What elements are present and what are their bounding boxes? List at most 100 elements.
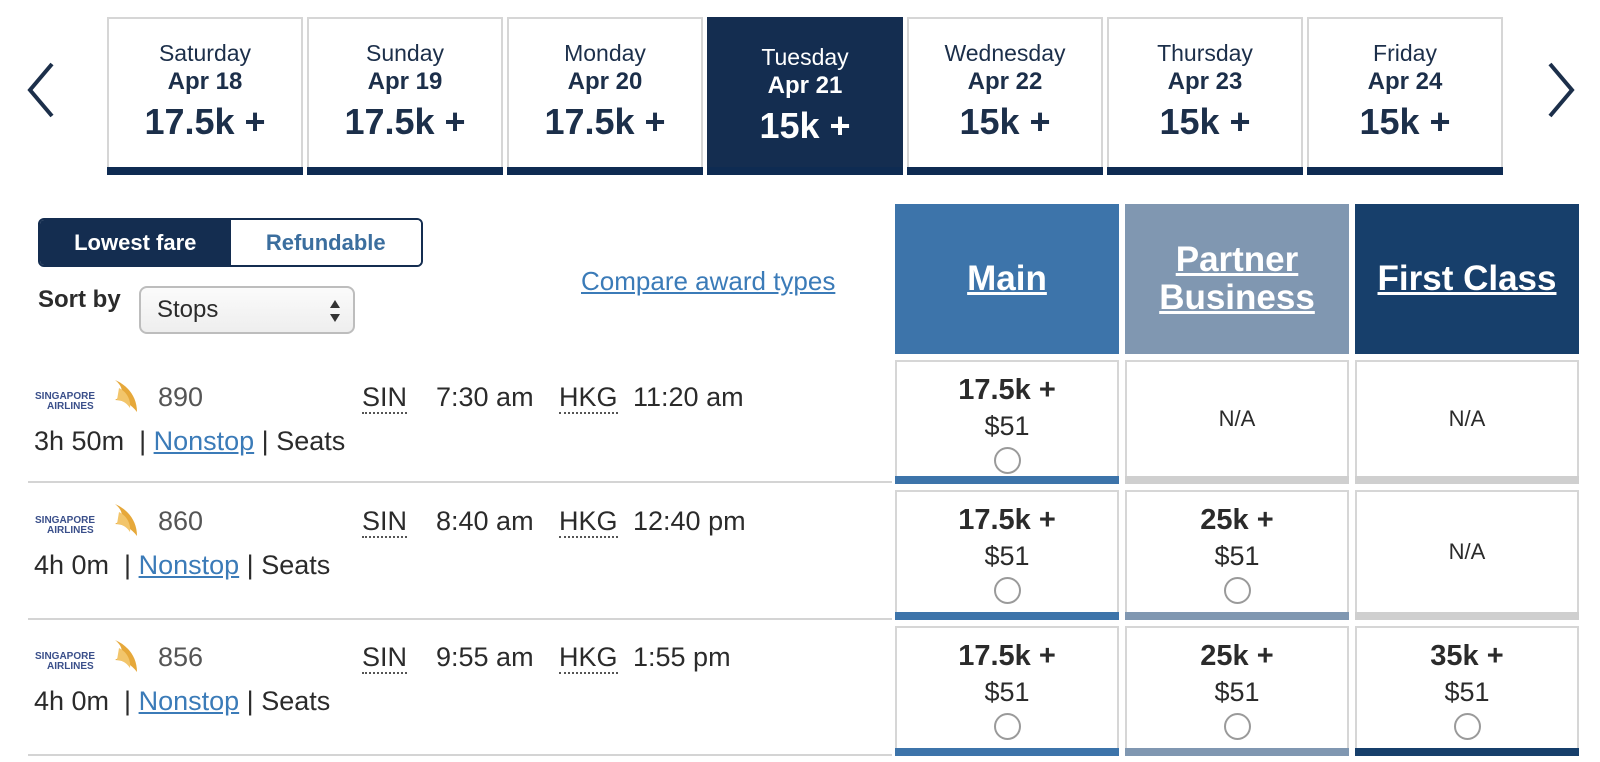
date-tab-apr-19[interactable]: Sunday Apr 19 17.5k + bbox=[307, 17, 503, 175]
chevron-right-icon bbox=[1548, 62, 1575, 118]
compare-award-types-link[interactable]: Compare award types bbox=[581, 266, 836, 296]
cabin-label-first: First Class bbox=[1377, 259, 1557, 298]
fare-tax: $51 bbox=[1444, 677, 1490, 707]
fare-unavailable: N/A bbox=[1448, 539, 1486, 564]
fare-cell-first-class: N/A bbox=[1355, 490, 1579, 620]
refundable-button[interactable]: Refundable bbox=[230, 220, 421, 265]
flight-meta: 4h 0m | Nonstop | Seats bbox=[34, 550, 331, 580]
arrival-time: 11:20 am bbox=[633, 382, 744, 412]
arrival-time: 1:55 pm bbox=[633, 642, 731, 672]
flight-number: 890 bbox=[158, 382, 204, 412]
date-price: 17.5k + bbox=[144, 101, 266, 142]
row-divider bbox=[28, 481, 892, 483]
fare-points: 17.5k + bbox=[958, 504, 1056, 536]
date-price: 17.5k + bbox=[344, 101, 466, 142]
cabin-header-first-class[interactable]: First Class bbox=[1355, 204, 1579, 354]
fare-cell-partner-business[interactable]: 25k + $51 bbox=[1125, 490, 1349, 620]
nonstop-link[interactable]: Nonstop bbox=[153, 426, 255, 456]
fare-cell-main[interactable]: 17.5k + $51 bbox=[895, 626, 1119, 756]
flight-number: 860 bbox=[158, 506, 204, 536]
fare-radio[interactable] bbox=[1453, 713, 1481, 740]
lowest-fare-button[interactable]: Lowest fare bbox=[40, 220, 231, 265]
fare-radio[interactable] bbox=[993, 577, 1021, 604]
date-tab-apr-20[interactable]: Monday Apr 20 17.5k + bbox=[507, 17, 703, 175]
fare-tax: $51 bbox=[1214, 677, 1260, 707]
fare-unavailable: N/A bbox=[1448, 406, 1486, 431]
fare-points: 35k + bbox=[1430, 640, 1504, 672]
fare-radio[interactable] bbox=[1223, 713, 1251, 740]
date-tab-apr-24[interactable]: Friday Apr 24 15k + bbox=[1307, 17, 1503, 175]
logo-text-2: AIRLINES bbox=[47, 401, 94, 412]
singapore-airlines-logo: SINGAPORE AIRLINES bbox=[35, 504, 137, 536]
cabin-header-partner-business[interactable]: Partner Business bbox=[1125, 204, 1349, 354]
fare-tax: $51 bbox=[984, 541, 1030, 571]
cabin-header-main[interactable]: Main bbox=[895, 204, 1119, 354]
date-label: Apr 18 bbox=[167, 68, 243, 95]
seats-link[interactable]: Seats bbox=[261, 686, 331, 716]
nonstop-link[interactable]: Nonstop bbox=[138, 686, 240, 716]
cabin-label-business: Business bbox=[1159, 278, 1315, 317]
sort-select[interactable]: Stops bbox=[139, 286, 355, 334]
origin-airport[interactable]: SIN bbox=[362, 382, 408, 414]
date-price: 15k + bbox=[1359, 101, 1451, 142]
destination-airport[interactable]: HKG bbox=[559, 642, 618, 674]
date-day: Tuesday bbox=[761, 44, 849, 70]
fare-tax: $51 bbox=[984, 411, 1030, 441]
flight-duration: 4h 0m bbox=[34, 686, 110, 716]
previous-dates-button[interactable] bbox=[22, 58, 62, 122]
date-tab-apr-18[interactable]: Saturday Apr 18 17.5k + bbox=[107, 17, 303, 175]
flight-duration: 4h 0m bbox=[34, 550, 110, 580]
flight-row: SINGAPORE AIRLINES 860 SIN 8:40 am HKG 1… bbox=[28, 484, 892, 620]
fare-tax: $51 bbox=[1214, 541, 1260, 571]
destination-airport[interactable]: HKG bbox=[559, 506, 618, 538]
fare-cell-partner-business[interactable]: 25k + $51 bbox=[1125, 626, 1349, 756]
date-price: 15k + bbox=[959, 101, 1051, 142]
fare-radio[interactable] bbox=[993, 713, 1021, 740]
fare-tax: $51 bbox=[984, 677, 1030, 707]
seats-link[interactable]: Seats bbox=[261, 550, 331, 580]
nonstop-link[interactable]: Nonstop bbox=[138, 550, 240, 580]
chevron-left-icon bbox=[27, 62, 54, 118]
origin-airport[interactable]: SIN bbox=[362, 506, 408, 538]
fare-cell-main[interactable]: 17.5k + $51 bbox=[895, 490, 1119, 620]
flight-row: SINGAPORE AIRLINES 890 SIN 7:30 am HKG 1… bbox=[28, 360, 892, 483]
departure-time: 7:30 am bbox=[436, 382, 534, 412]
singapore-airlines-logo: SINGAPORE AIRLINES bbox=[35, 640, 137, 672]
departure-time: 9:55 am bbox=[436, 642, 534, 672]
fare-radio[interactable] bbox=[1223, 577, 1251, 604]
row-divider bbox=[28, 618, 892, 620]
seats-link[interactable]: Seats bbox=[276, 426, 346, 456]
fare-cell-first-class: N/A bbox=[1355, 360, 1579, 484]
flight-duration: 3h 50m bbox=[34, 426, 125, 456]
date-strip: Saturday Apr 18 17.5k + Sunday Apr 19 17… bbox=[107, 17, 1503, 175]
date-label: Apr 23 bbox=[1167, 68, 1243, 95]
fare-type-toggle: Lowest fare Refundable bbox=[38, 218, 423, 267]
fare-points: 25k + bbox=[1200, 504, 1274, 536]
next-dates-button[interactable] bbox=[1540, 58, 1580, 122]
date-day: Sunday bbox=[365, 40, 444, 66]
cabin-label-partner: Partner bbox=[1175, 240, 1299, 279]
date-tab-apr-22[interactable]: Wednesday Apr 22 15k + bbox=[907, 17, 1103, 175]
fare-cell-main[interactable]: 17.5k + $51 bbox=[895, 360, 1119, 484]
fare-radio[interactable] bbox=[993, 447, 1021, 474]
flight-row: SINGAPORE AIRLINES 856 SIN 9:55 am HKG 1… bbox=[28, 620, 892, 760]
fare-cell-partner-business: N/A bbox=[1125, 360, 1349, 484]
logo-text-1: SINGAPORE bbox=[35, 651, 95, 662]
date-tab-apr-21[interactable]: Tuesday Apr 21 15k + bbox=[707, 17, 903, 175]
date-day: Wednesday bbox=[944, 40, 1066, 66]
date-label: Apr 19 bbox=[367, 68, 443, 95]
cabin-label-main: Main bbox=[967, 259, 1047, 298]
date-day: Monday bbox=[564, 40, 646, 66]
origin-airport[interactable]: SIN bbox=[362, 642, 408, 674]
date-day: Thursday bbox=[1157, 40, 1253, 66]
date-price: 17.5k + bbox=[544, 101, 666, 142]
date-price: 15k + bbox=[759, 105, 851, 146]
destination-airport[interactable]: HKG bbox=[559, 382, 618, 414]
fare-cell-first-class[interactable]: 35k + $51 bbox=[1355, 626, 1579, 756]
date-tab-apr-23[interactable]: Thursday Apr 23 15k + bbox=[1107, 17, 1303, 175]
flight-meta: 3h 50m | Nonstop | Seats bbox=[34, 426, 346, 456]
logo-text-2: AIRLINES bbox=[47, 661, 94, 672]
date-price: 15k + bbox=[1159, 101, 1251, 142]
fare-points: 17.5k + bbox=[958, 640, 1056, 672]
logo-text-1: SINGAPORE bbox=[35, 515, 95, 526]
